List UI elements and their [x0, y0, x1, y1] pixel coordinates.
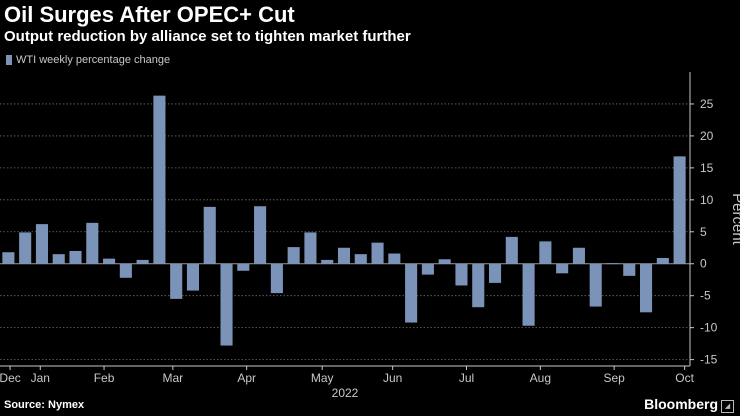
bar — [270, 263, 283, 294]
x-tick-label: Aug — [530, 371, 551, 385]
chart-title: Oil Surges After OPEC+ Cut — [4, 2, 295, 27]
legend-swatch — [6, 55, 12, 65]
chart-subtitle: Output reduction by alliance set to tigh… — [4, 28, 411, 45]
bar — [321, 259, 334, 264]
x-tick-label: Jun — [383, 371, 402, 385]
bar — [505, 236, 518, 264]
y-axis-title: Percent — [729, 193, 740, 246]
bar — [86, 222, 99, 264]
bar — [371, 242, 384, 264]
bar — [405, 263, 418, 323]
bar — [237, 263, 250, 271]
legend: WTI weekly percentage change — [6, 54, 170, 66]
y-tick-label: 25 — [700, 97, 714, 111]
y-tick-label: 15 — [700, 161, 714, 175]
bar — [337, 247, 351, 264]
x-tick-label: Feb — [94, 371, 115, 385]
bar — [606, 263, 619, 265]
bar — [589, 263, 602, 307]
bar — [220, 263, 233, 346]
y-tick-label: -5 — [700, 289, 711, 303]
y-tick-label: -15 — [700, 353, 718, 367]
y-tick-label: 20 — [700, 129, 714, 143]
y-tick-label: 5 — [700, 225, 707, 239]
x-tick-label: Jul — [459, 371, 474, 385]
bar — [623, 263, 636, 276]
x-tick-label: Dec — [0, 371, 21, 385]
legend-label: WTI weekly percentage change — [16, 54, 171, 66]
bar — [556, 263, 569, 274]
bar — [186, 263, 200, 291]
bar — [388, 253, 401, 264]
bar — [488, 263, 502, 283]
bar — [438, 259, 451, 264]
x-tick-label: Mar — [163, 371, 184, 385]
bar — [354, 254, 367, 264]
bar — [656, 257, 669, 264]
y-tick-label: -10 — [700, 321, 718, 335]
bar — [539, 241, 552, 264]
bar — [304, 232, 317, 264]
brand-logo: Bloomberg — [644, 396, 718, 412]
bar — [287, 247, 300, 264]
bar — [69, 250, 82, 264]
x-tick-label: Jan — [31, 371, 50, 385]
bar — [673, 156, 686, 264]
bar — [35, 224, 48, 264]
bar — [136, 259, 149, 264]
bar — [455, 263, 468, 286]
bar — [572, 247, 585, 264]
brand-mark-icon: ◢ — [721, 400, 734, 413]
bar — [203, 206, 216, 264]
x-year-label: 2022 — [332, 386, 359, 400]
x-tick-label: Sep — [603, 371, 625, 385]
bar — [2, 252, 15, 264]
x-tick-label: Apr — [237, 371, 256, 385]
bar — [153, 95, 166, 264]
bar — [254, 206, 267, 264]
x-tick-label: May — [311, 371, 334, 385]
bar — [119, 263, 132, 278]
bar — [170, 263, 183, 299]
source-note: Source: Nymex — [4, 399, 85, 411]
y-tick-label: 10 — [700, 193, 714, 207]
bar — [52, 254, 65, 264]
bar — [640, 263, 653, 313]
y-tick-label: 0 — [700, 257, 707, 271]
bar — [421, 263, 434, 275]
bar — [472, 263, 485, 308]
x-tick-label: Oct — [675, 371, 694, 385]
bar — [19, 232, 32, 264]
bar — [522, 263, 535, 326]
bar — [103, 258, 116, 264]
